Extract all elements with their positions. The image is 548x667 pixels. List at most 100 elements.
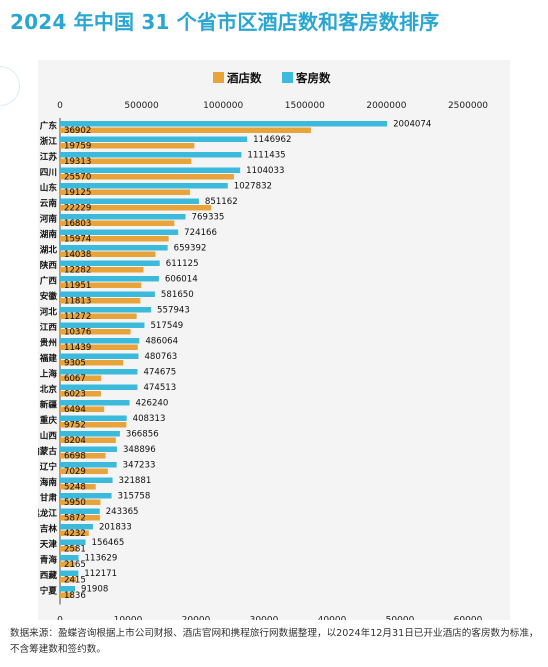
rooms-value-label: 474513 (143, 383, 176, 393)
hotels-bar (60, 267, 144, 273)
table-row: 贵州 486064 11439 (40, 337, 178, 354)
hotels-value-label: 19125 (64, 188, 91, 198)
province-label: 江苏 (40, 151, 58, 163)
province-label: 重庆 (40, 414, 58, 426)
chart-panel: 酒店数 客房数 0 500000 1000000 1500000 2000000 25000… (38, 60, 510, 620)
table-row: 湖南 724166 15974 (40, 228, 217, 245)
hotels-bar (60, 298, 141, 304)
hotels-value-label: 5950 (64, 498, 86, 508)
table-row: 山东 1027832 19125 (40, 182, 272, 199)
hotels-value-label: 15974 (64, 235, 91, 245)
table-row: 吉林 201833 4232 (40, 523, 132, 540)
top-tick-label: 2000000 (366, 101, 406, 111)
rooms-bar (60, 570, 79, 576)
hotels-bar (60, 422, 127, 428)
rooms-value-label: 315758 (118, 492, 151, 502)
rooms-bar (60, 400, 130, 406)
province-label: 黑龙江 (38, 507, 57, 519)
rooms-bar (60, 462, 117, 468)
rooms-value-label: 474675 (143, 368, 176, 378)
table-row: 安徽 581650 11813 (40, 290, 194, 307)
hotels-value-label: 11272 (64, 312, 91, 322)
province-label: 山东 (40, 182, 58, 194)
decorative-arc (0, 66, 20, 106)
rooms-value-label: 321881 (119, 476, 152, 486)
rooms-bar (60, 586, 75, 592)
rooms-value-label: 724166 (184, 228, 217, 238)
table-row: 重庆 408313 9752 (40, 414, 166, 431)
province-label: 宁夏 (40, 585, 58, 597)
rooms-value-label: 366856 (126, 430, 159, 440)
rooms-value-label: 851162 (205, 197, 238, 207)
province-label: 陕西 (40, 259, 58, 271)
hotels-value-label: 4232 (64, 529, 86, 539)
table-row: 黑龙江 243365 5872 (38, 507, 139, 524)
province-label: 上海 (40, 368, 58, 380)
rooms-bar (60, 198, 199, 204)
rooms-value-label: 517549 (150, 321, 183, 331)
rooms-value-label: 91908 (81, 585, 108, 595)
hotels-value-label: 9752 (64, 421, 86, 431)
table-row: 辽宁 347233 7029 (40, 461, 156, 478)
hotels-value-label: 19313 (64, 157, 91, 167)
table-row: 福建 480763 9305 (39, 352, 177, 369)
legend-label: 客房数 (295, 71, 331, 85)
province-label: 西藏 (40, 569, 58, 581)
rooms-bar (60, 322, 145, 328)
hotels-bar (60, 437, 116, 443)
hotels-value-label: 2581 (64, 545, 86, 555)
table-row: 上海 474675 6067 (40, 368, 176, 385)
hotels-bar (60, 375, 102, 381)
hotels-bar (60, 127, 311, 133)
province-label: 广西 (40, 275, 58, 287)
rooms-bar (60, 539, 86, 545)
rooms-bar (60, 477, 113, 483)
hotels-value-label: 22229 (64, 204, 91, 214)
province-label: 甘肃 (40, 492, 58, 504)
rooms-bar (60, 508, 100, 514)
hotels-bar (60, 251, 156, 257)
hotels-bar (60, 158, 192, 164)
hotels-bar (60, 313, 137, 319)
rooms-value-label: 1146962 (253, 135, 291, 145)
rooms-value-label: 408313 (133, 414, 166, 424)
rooms-value-label: 2004074 (393, 120, 431, 130)
hotels-value-label: 14038 (64, 250, 91, 260)
hotels-value-label: 11439 (64, 343, 91, 353)
province-label: 安徽 (40, 290, 58, 302)
hotels-bar (60, 344, 138, 350)
table-row: 湖北 659392 14038 (40, 244, 207, 261)
hotels-value-label: 9305 (64, 359, 86, 369)
province-label: 吉林 (40, 523, 58, 535)
rooms-value-label: 557943 (157, 306, 190, 316)
table-row: 内蒙古 348896 6698 (38, 445, 156, 462)
top-tick-label: 0 (57, 101, 63, 111)
table-row: 甘肃 315758 5950 (40, 492, 151, 509)
rooms-value-label: 606014 (165, 275, 198, 285)
table-row: 陕西 611125 12282 (40, 259, 199, 276)
hotels-bar (60, 143, 195, 149)
bottom-tick-label: 50000 (386, 616, 415, 621)
source-note: 数据来源：盈蝶咨询根据上市公司财报、酒店官网和携程旅行网数据整理，以2024年1… (10, 628, 539, 655)
table-row: 北京 474513 6023 (40, 383, 176, 400)
hotels-value-label: 16803 (64, 219, 91, 229)
province-label: 贵州 (40, 337, 57, 349)
hotels-bar (60, 205, 212, 211)
province-label: 四川 (40, 167, 57, 178)
table-row: 广东 2004074 36902 (40, 120, 432, 137)
rooms-bar (60, 152, 242, 158)
province-label: 湖北 (40, 244, 58, 256)
rooms-bar (60, 167, 241, 173)
rooms-value-label: 1104033 (246, 166, 284, 176)
top-tick-label: 500000 (124, 101, 159, 111)
rooms-bar (60, 260, 160, 266)
rooms-bar (60, 369, 138, 375)
rooms-value-label: 769335 (192, 213, 225, 223)
hotels-bar (60, 360, 124, 366)
hotels-value-label: 5248 (64, 483, 86, 493)
hotels-value-label: 5872 (64, 514, 86, 524)
table-row: 浙江 1146962 19759 (40, 135, 292, 152)
rooms-bar (60, 446, 117, 452)
